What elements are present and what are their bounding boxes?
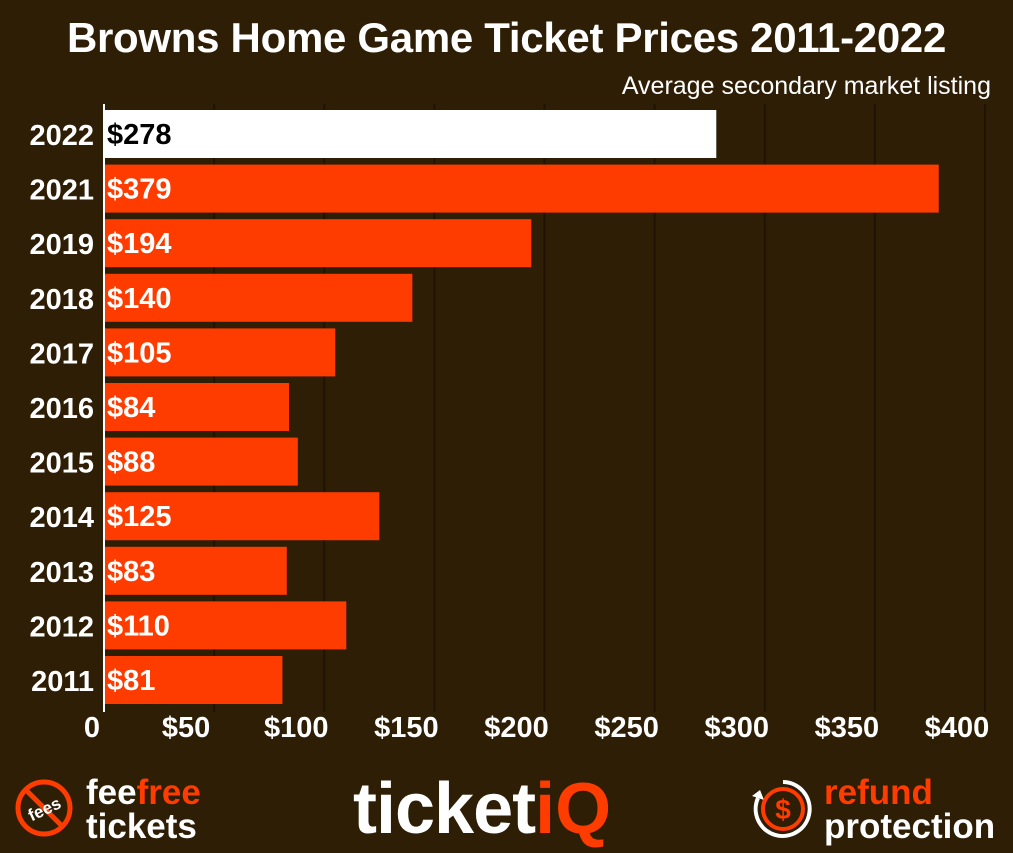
x-tick-label: $350 xyxy=(815,712,880,744)
x-tick-label: $400 xyxy=(925,712,990,744)
bar-2018 xyxy=(105,273,413,322)
bars: $278 $379 $194 $140 $105 $84 $88 $125 $83 $110 $81 xyxy=(105,110,939,704)
fee-free-word-fee: fee xyxy=(86,773,137,812)
x-tick-label: $150 xyxy=(374,712,439,744)
bar-value-label: $140 xyxy=(107,283,172,315)
category-label: 2016 xyxy=(29,393,94,425)
bar-2011 xyxy=(105,656,283,704)
bar-value-label: $81 xyxy=(107,665,155,697)
x-tick-label: 0 xyxy=(84,712,100,744)
ticketiq-logo: ticketiQ xyxy=(353,768,611,850)
ticketiq-logo-accent: iQ xyxy=(535,769,612,849)
category-label: 2018 xyxy=(29,284,94,316)
bar-value-label: $83 xyxy=(107,556,155,588)
bar-value-label: $278 xyxy=(107,119,172,151)
bar-value-label: $84 xyxy=(107,392,155,424)
x-tick-labels: 0 $50 $100 $150 $200 $250 $300 $350 $400 xyxy=(84,712,989,744)
category-label: 2019 xyxy=(29,229,94,261)
bar-2015 xyxy=(105,437,298,486)
refund-word: refund xyxy=(824,773,933,812)
category-label: 2011 xyxy=(31,666,94,698)
bar-chart: $278 $379 $194 $140 $105 $84 $88 $125 $83 $110 $81… xyxy=(29,104,989,744)
category-label: 2014 xyxy=(29,502,94,534)
bar-2017 xyxy=(105,328,336,377)
bar-2022 xyxy=(105,110,717,158)
fee-free-word-tickets: tickets xyxy=(86,807,197,846)
category-label: 2012 xyxy=(29,611,94,643)
ticketiq-logo-main: ticket xyxy=(353,769,536,849)
x-tick-label: $250 xyxy=(594,712,659,744)
x-tick-label: $50 xyxy=(162,712,210,744)
category-label: 2013 xyxy=(29,557,94,589)
fee-free-word-free: free xyxy=(136,773,201,812)
chart-title: Browns Home Game Ticket Prices 2011-2022 xyxy=(66,14,947,61)
x-tick-label: $300 xyxy=(704,712,769,744)
bar-value-label: $105 xyxy=(107,337,172,369)
refund-dollar-icon: $ xyxy=(752,780,812,838)
bar-value-label: $110 xyxy=(107,610,170,642)
bar-value-label: $194 xyxy=(107,228,172,260)
category-label: 2022 xyxy=(29,120,94,152)
category-labels: 2022 2021 2019 2018 2017 2016 2015 2014 2013 2012… xyxy=(29,120,94,698)
bar-2021 xyxy=(105,164,939,213)
category-label: 2017 xyxy=(29,338,94,370)
svg-text:$: $ xyxy=(775,794,791,825)
bar-value-label: $379 xyxy=(107,174,172,206)
bar-2013 xyxy=(105,546,287,595)
bar-2014 xyxy=(105,492,380,541)
bar-value-label: $88 xyxy=(107,447,155,479)
chart-subtitle: Average secondary market listing xyxy=(621,72,991,100)
protection-word: protection xyxy=(824,807,996,846)
x-tick-label: $200 xyxy=(484,712,549,744)
no-fees-icon: fees xyxy=(15,779,73,837)
bar-2019 xyxy=(105,219,532,268)
bar-2016 xyxy=(105,383,290,431)
category-label: 2021 xyxy=(29,175,94,207)
bar-2012 xyxy=(105,601,347,650)
bar-value-label: $125 xyxy=(107,501,172,533)
x-tick-label: $100 xyxy=(264,712,329,744)
category-label: 2015 xyxy=(29,448,94,480)
